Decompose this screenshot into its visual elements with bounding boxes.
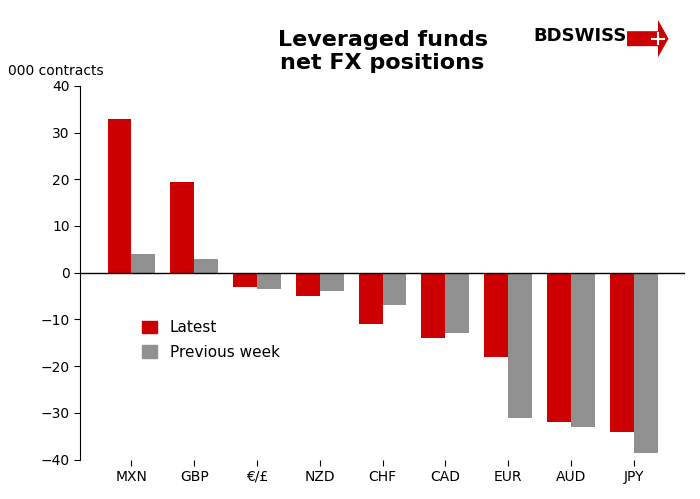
Title: Leveraged funds
net FX positions: Leveraged funds net FX positions (277, 30, 487, 73)
Bar (382, 273, 407, 305)
Polygon shape (626, 20, 668, 57)
Bar (634, 273, 657, 453)
Bar (445, 273, 469, 333)
Bar (257, 273, 281, 289)
Legend: Latest, Previous week: Latest, Previous week (142, 320, 280, 360)
Bar (233, 273, 257, 287)
Bar (132, 254, 155, 273)
Bar (296, 273, 320, 296)
Bar (421, 273, 445, 338)
Bar (508, 273, 532, 418)
Bar (484, 273, 508, 357)
Bar (610, 273, 634, 432)
Text: 000 contracts: 000 contracts (8, 64, 103, 78)
Bar (108, 119, 132, 273)
Bar (194, 258, 218, 273)
Bar (320, 273, 344, 291)
Text: BDSWISS: BDSWISS (533, 27, 626, 45)
Bar (170, 182, 194, 273)
Bar (358, 273, 382, 324)
Bar (571, 273, 595, 427)
Bar (547, 273, 571, 422)
